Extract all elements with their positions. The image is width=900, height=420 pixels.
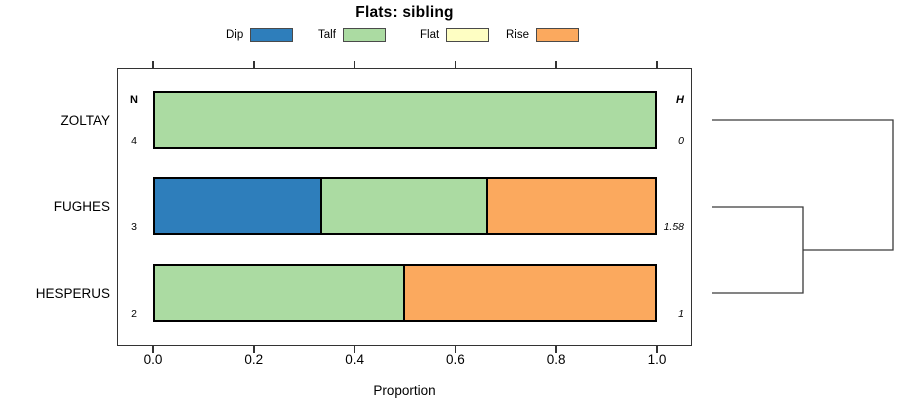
axis-tick-label: 0.8 (546, 352, 566, 367)
bar-segment-talf (155, 93, 655, 147)
n-value: 2 (131, 308, 137, 320)
axis-tick-label: 1.0 (647, 352, 667, 367)
h-value: 0 (678, 135, 684, 147)
axis-tick-top (353, 61, 356, 68)
legend-label: Dip (226, 29, 244, 41)
n-value: 3 (131, 221, 137, 233)
dendrogram-root-branch (712, 119, 894, 251)
axis-tick-top (454, 61, 457, 68)
axis-tick-bottom (454, 346, 457, 353)
h-column-header: H (676, 94, 684, 106)
axis-tick-label: 0.4 (345, 352, 364, 367)
axis-tick-bottom (353, 346, 356, 353)
h-value: 1 (678, 308, 684, 320)
legend-label: Rise (506, 29, 530, 41)
axis-tick-label: 0.2 (244, 352, 264, 367)
row-label-zoltay: ZOLTAY (60, 112, 110, 128)
dendrogram-merge-branch (712, 206, 804, 294)
row-label-hesperus: HESPERUS (35, 285, 110, 301)
legend-label: Flat (420, 29, 440, 41)
axis-tick-top (656, 61, 658, 68)
axis-tick-bottom (555, 346, 557, 353)
bar-segment-dip (155, 179, 322, 233)
row-label-fughes: FUGHES (53, 198, 110, 214)
bar-segment-rise (488, 179, 655, 233)
stacked-bar (153, 91, 657, 149)
axis-tick-label: 0.6 (446, 352, 465, 367)
bar-segment-talf (321, 179, 489, 233)
legend-item-rise: Rise (506, 26, 580, 44)
legend-swatch-rise-icon (536, 28, 580, 42)
legend: Dip Talf Flat Rise (0, 26, 900, 44)
dendrogram (712, 119, 894, 294)
legend-item-talf: Talf (318, 26, 386, 44)
n-column-header: N (130, 94, 138, 106)
h-value: 1.58 (663, 221, 684, 233)
legend-item-flat: Flat (420, 26, 490, 44)
legend-swatch-dip-icon (250, 28, 294, 42)
axis-tick-bottom (656, 346, 658, 353)
legend-label: Talf (318, 29, 336, 41)
stacked-bar (153, 264, 657, 322)
legend-swatch-talf-icon (342, 28, 386, 42)
axis-tick-bottom (152, 346, 154, 353)
axis-tick-top (152, 61, 154, 68)
axis-tick-top (253, 61, 255, 68)
n-value: 4 (131, 135, 137, 147)
axis-tick-bottom (253, 346, 255, 353)
bar-segment-talf (155, 266, 405, 320)
chart-title: Flats: sibling (355, 4, 454, 21)
bar-segment-rise (405, 266, 655, 320)
legend-item-dip: Dip (226, 26, 294, 44)
x-axis-title: Proportion (373, 383, 436, 398)
legend-swatch-flat-icon (446, 28, 490, 42)
axis-tick-top (555, 61, 557, 68)
stacked-bar (153, 177, 657, 235)
axis-tick-label: 0.0 (143, 352, 163, 367)
